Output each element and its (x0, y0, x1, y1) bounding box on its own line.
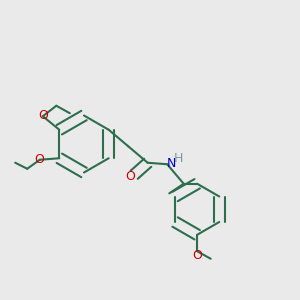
Text: O: O (38, 110, 48, 122)
Text: H: H (174, 152, 183, 165)
Text: O: O (126, 170, 136, 183)
Text: O: O (193, 249, 202, 262)
Text: N: N (167, 157, 176, 170)
Text: O: O (34, 153, 44, 166)
